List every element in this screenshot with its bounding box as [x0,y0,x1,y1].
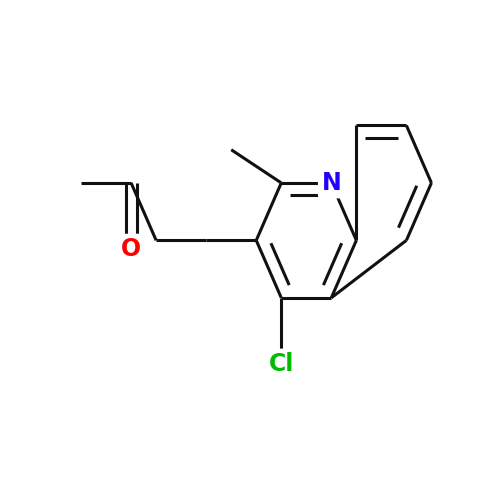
Text: O: O [121,237,141,261]
Text: N: N [322,171,341,195]
Text: Cl: Cl [268,352,294,376]
